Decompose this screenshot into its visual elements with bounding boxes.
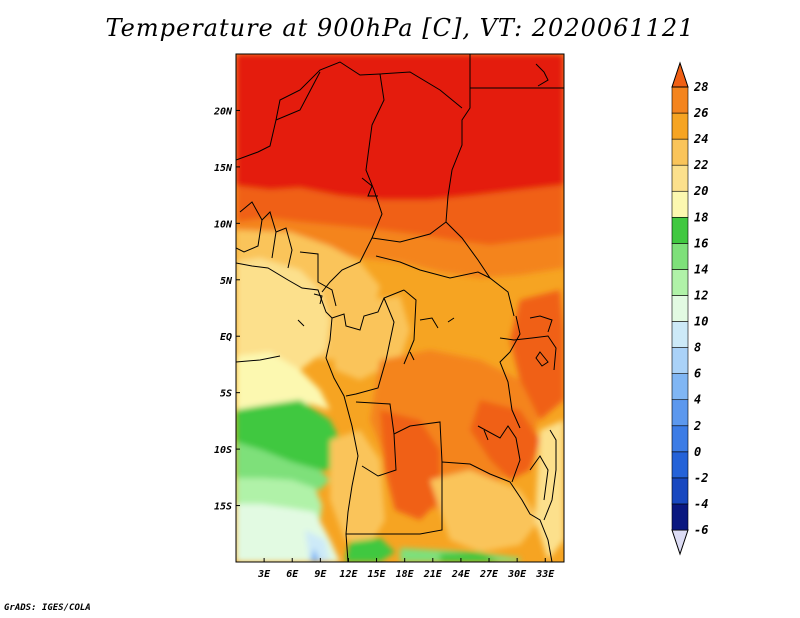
y-tick-label: 15S	[214, 502, 232, 513]
country-borders	[236, 54, 564, 562]
x-axis: 3E 6E 9E 12E 15E 18E 21E 24E 27E 30E 33E	[257, 558, 555, 580]
temperature-field	[236, 54, 564, 562]
colorbar-label: 22	[693, 158, 708, 172]
x-tick-label: 24E	[451, 569, 471, 580]
colorbar-bin	[671, 112, 689, 140]
grads-credit: GrADS: IGES/COLA	[4, 603, 91, 613]
y-tick-label: 5S	[220, 389, 232, 400]
colorbar-bin	[671, 86, 689, 114]
colorbar-label: 16	[694, 236, 708, 250]
x-tick-label: 6E	[286, 569, 299, 580]
colorbar-label: -6	[694, 523, 708, 537]
colorbar-label: 4	[694, 393, 701, 407]
y-tick-label: 20N	[213, 106, 233, 117]
colorbar-bin	[671, 190, 689, 218]
x-tick-label: 9E	[314, 569, 327, 580]
colorbar-label: 0	[694, 445, 701, 459]
x-tick-label: 27E	[479, 569, 499, 580]
x-tick-label: 12E	[339, 569, 358, 580]
x-tick-label: 15E	[368, 569, 387, 580]
y-tick-label: 5N	[220, 276, 233, 287]
colorbar-label: 26	[693, 106, 708, 120]
x-tick-label: 33E	[535, 569, 555, 580]
x-tick-label: 30E	[507, 569, 527, 580]
colorbar-bin	[671, 373, 689, 401]
colorbar-bin	[671, 216, 689, 244]
colorbar-below-triangle	[671, 529, 689, 556]
chart-title: Temperature at 900hPa [C], VT: 202006112…	[105, 14, 695, 42]
x-tick-label: 3E	[257, 569, 271, 580]
colorbar-label: 24	[693, 132, 708, 146]
colorbar-label: 2	[693, 419, 701, 433]
colorbar-bin	[671, 425, 689, 453]
colorbar-bin	[671, 295, 689, 322]
colorbar-label: 20	[693, 184, 708, 198]
colorbar-label: 10	[694, 315, 708, 329]
y-tick-label: EQ	[220, 332, 232, 343]
colorbar-bin	[671, 321, 689, 348]
colorbar-label: 6	[694, 367, 701, 381]
colorbar-label: -2	[694, 471, 708, 485]
colorbar-above-triangle	[671, 61, 689, 88]
colorbar-label: 12	[694, 288, 708, 302]
colorbar-bin	[671, 399, 689, 427]
colorbar-label: 14	[694, 262, 708, 276]
colorbar-bin	[671, 269, 689, 296]
colorbar-bin	[671, 451, 689, 479]
colorbar-label: 28	[693, 80, 708, 94]
colorbar-bin	[671, 477, 689, 505]
colorbar-bin	[671, 243, 689, 270]
colorbar-label: 8	[694, 341, 701, 355]
colorbar-bin	[671, 138, 689, 166]
x-tick-label: 18E	[396, 569, 415, 580]
x-tick-label: 21E	[423, 569, 443, 580]
colorbar-bin	[671, 164, 689, 192]
y-tick-label: 10S	[214, 445, 232, 456]
map-frame	[235, 53, 565, 563]
colorbar-label: -4	[694, 497, 708, 511]
colorbar-bin	[671, 503, 689, 531]
colorbar-label: 18	[694, 210, 708, 224]
y-axis: 20N 15N 10N 5N EQ 5S 10S 15S	[213, 106, 240, 513]
y-tick-label: 15N	[214, 163, 233, 174]
y-tick-label: 10N	[214, 219, 233, 230]
colorbar-bin	[671, 347, 689, 374]
